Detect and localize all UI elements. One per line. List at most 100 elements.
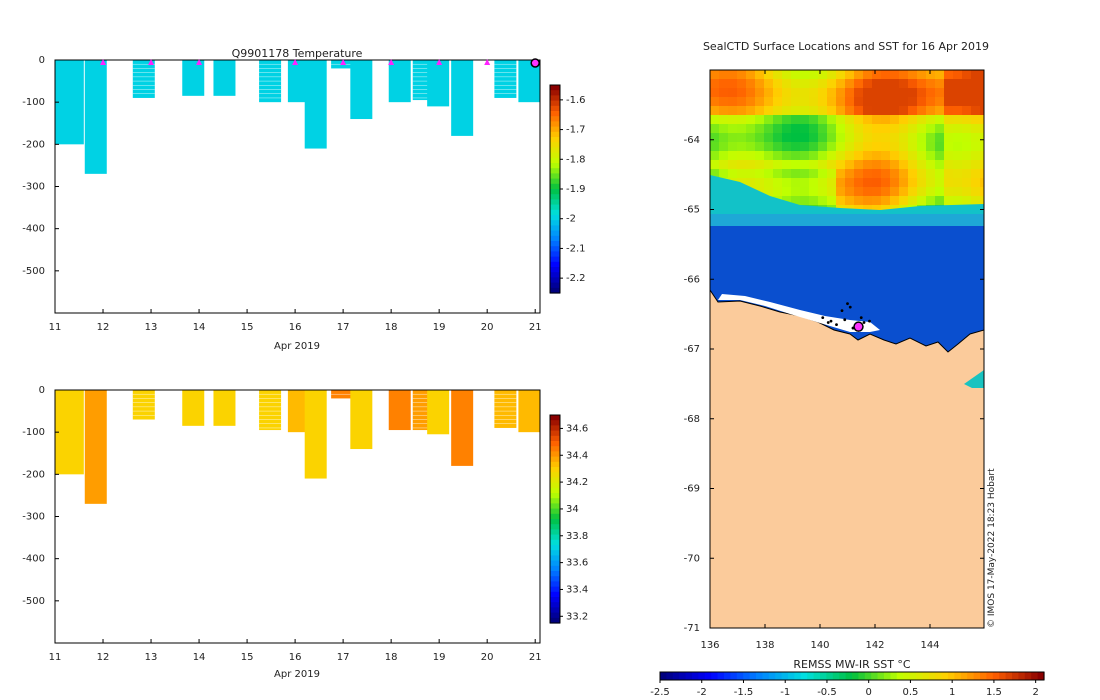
sst-cell bbox=[755, 160, 765, 170]
sst-cell bbox=[710, 106, 720, 116]
sst-cell bbox=[800, 196, 810, 206]
sst-colorbar-segment bbox=[704, 672, 712, 680]
sst-cell bbox=[926, 151, 936, 161]
sst-cell bbox=[845, 151, 855, 161]
sst-cell bbox=[935, 70, 945, 80]
sst-cell bbox=[746, 169, 756, 179]
map-y-tick-label: -67 bbox=[684, 344, 700, 355]
colorbar-segment bbox=[550, 472, 560, 478]
sst-cell bbox=[935, 88, 945, 98]
sst-cell bbox=[845, 115, 855, 125]
colorbar-segment bbox=[550, 539, 560, 546]
sst-colorbar-segment bbox=[660, 672, 667, 680]
profile-bar bbox=[213, 390, 236, 426]
sst-cell bbox=[953, 115, 963, 125]
sst-cell bbox=[827, 97, 837, 107]
sst-cell bbox=[818, 115, 828, 125]
colorbar-tick-label: -2 bbox=[566, 214, 576, 225]
sst-cell bbox=[926, 133, 936, 143]
colorbar-segment bbox=[550, 241, 560, 247]
colorbar-segment bbox=[550, 487, 560, 494]
sst-cell bbox=[827, 79, 837, 89]
sst-cell bbox=[953, 178, 963, 188]
sst-cell bbox=[935, 133, 945, 143]
map-y-ticks: -64 -65 -66 -67 -68 -69 -70 -71 bbox=[684, 135, 984, 634]
sst-cell bbox=[908, 88, 918, 98]
profile-bar bbox=[494, 60, 517, 98]
sst-colorbar-segment bbox=[967, 672, 975, 680]
map-y-tick-label: -69 bbox=[684, 484, 700, 495]
sst-cell bbox=[800, 88, 810, 98]
y-tick-label: 0 bbox=[39, 55, 45, 66]
colorbar-segment bbox=[550, 597, 560, 603]
sst-cell bbox=[827, 115, 837, 125]
colorbar-tick-label: 34.2 bbox=[566, 477, 588, 488]
sst-colorbar-segment bbox=[941, 672, 949, 680]
sst-cell bbox=[872, 151, 882, 161]
sst-colorbar-segment bbox=[813, 672, 821, 680]
sst-cell bbox=[908, 178, 918, 188]
sst-colorbar-segment bbox=[756, 672, 763, 680]
sst-cell bbox=[791, 196, 801, 206]
sst-cell bbox=[872, 70, 882, 80]
sst-cell bbox=[782, 97, 792, 107]
sst-colorbar-segment bbox=[1024, 672, 1032, 680]
x-tick-label: 18 bbox=[385, 322, 398, 333]
sst-cell bbox=[791, 178, 801, 188]
colorbar-segment bbox=[550, 246, 560, 252]
sst-cell bbox=[881, 196, 891, 206]
sst-cell bbox=[737, 151, 747, 161]
sst-cell bbox=[872, 169, 882, 179]
sst-cell bbox=[962, 133, 972, 143]
profile-bar bbox=[287, 390, 310, 433]
sst-cell bbox=[908, 142, 918, 152]
sst-cell bbox=[728, 142, 738, 152]
sst-cell bbox=[737, 133, 747, 143]
sst-cell bbox=[845, 196, 855, 206]
sst-cell bbox=[791, 115, 801, 125]
sst-cell bbox=[962, 88, 972, 98]
sst-cell bbox=[917, 115, 927, 125]
seal-position bbox=[862, 321, 866, 324]
sst-cell bbox=[872, 97, 882, 107]
colorbar-segment bbox=[550, 147, 560, 154]
sst-cell bbox=[926, 97, 936, 107]
colorbar-segment bbox=[550, 612, 560, 619]
sst-cell bbox=[872, 88, 882, 98]
colorbar-segment bbox=[550, 230, 560, 237]
sst-cell bbox=[746, 97, 756, 107]
sst-cell bbox=[755, 115, 765, 125]
seal-position bbox=[846, 302, 849, 306]
sst-cell bbox=[800, 169, 810, 179]
sst-cell bbox=[827, 88, 837, 98]
sst-cell bbox=[863, 97, 873, 107]
sst-cell bbox=[710, 115, 720, 125]
surface-marker bbox=[340, 59, 347, 65]
x-tick-label: 17 bbox=[337, 652, 350, 663]
sst-cell bbox=[854, 151, 864, 161]
sst-cell bbox=[809, 160, 819, 170]
profile-bar bbox=[259, 390, 282, 431]
sst-cell bbox=[782, 178, 792, 188]
colorbar-segment bbox=[550, 560, 560, 567]
seal-positions bbox=[821, 302, 871, 332]
profile-bar bbox=[182, 60, 205, 96]
sst-cell bbox=[944, 142, 954, 152]
seal-position bbox=[829, 319, 833, 323]
colorbar-segment bbox=[550, 126, 560, 133]
colorbar-segment bbox=[550, 85, 560, 91]
sst-cell bbox=[908, 124, 918, 134]
sst-cell bbox=[737, 160, 747, 170]
sst-cell bbox=[944, 178, 954, 188]
profile-bar bbox=[518, 60, 541, 103]
sst-cell bbox=[755, 142, 765, 152]
colorbar-tick-label: 34.6 bbox=[566, 423, 588, 434]
x-tick-label: 18 bbox=[385, 652, 398, 663]
sst-cell bbox=[854, 106, 864, 116]
sst-cell bbox=[845, 160, 855, 170]
sst-cell bbox=[980, 160, 984, 170]
sst-colorbar-segment bbox=[1031, 672, 1039, 680]
sst-cell bbox=[926, 124, 936, 134]
sst-cell bbox=[890, 169, 900, 179]
sst-colorbar-segment bbox=[871, 672, 879, 680]
